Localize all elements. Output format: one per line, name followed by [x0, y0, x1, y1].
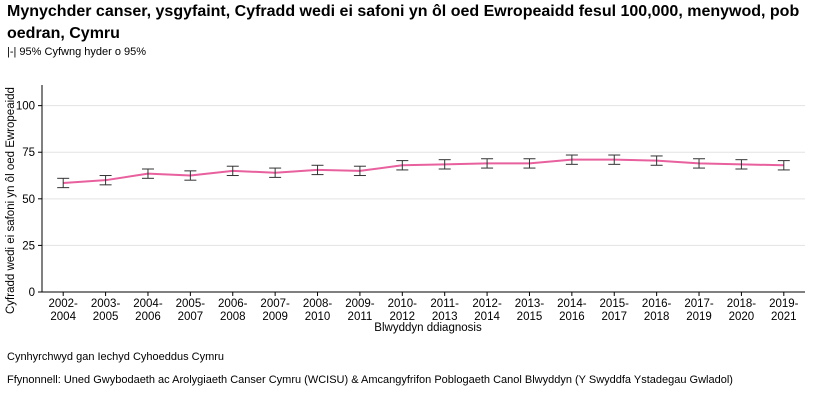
x-axis-label-container: Blwyddyn ddiagnosis — [0, 322, 828, 334]
x-tick-label: 2007- — [260, 298, 290, 310]
x-tick-label: 2014- — [557, 298, 587, 310]
x-tick-label: 2019 — [686, 311, 712, 323]
x-tick-label: 2004- — [133, 298, 163, 310]
x-tick-label: 2004 — [50, 311, 76, 323]
x-tick-label: 2018- — [727, 298, 757, 310]
x-tick-label: 2020 — [729, 311, 755, 323]
x-tick-label: 2015- — [600, 298, 630, 310]
y-tick-label: 0 — [29, 287, 35, 299]
x-tick-label: 2019- — [769, 298, 799, 310]
x-tick-label: 2013 — [432, 311, 458, 323]
x-tick-label: 2005- — [176, 298, 206, 310]
x-tick-label: 2018 — [644, 311, 670, 323]
chart-title: Mynychder canser, ysgyfaint, Cyfradd wed… — [7, 3, 800, 42]
x-tick-label: 2010 — [305, 311, 331, 323]
x-tick-label: 2005 — [93, 311, 119, 323]
x-tick-label: 2021 — [771, 311, 797, 323]
x-tick-label: 2002- — [48, 298, 78, 310]
x-tick-label: 2011- — [430, 298, 459, 310]
x-axis-label: Blwyddyn ddiagnosis — [374, 322, 482, 334]
producer-credit: Cynhyrchwyd gan Iechyd Cyhoeddus Cymru — [7, 351, 225, 363]
x-tick-label: 2017- — [684, 298, 714, 310]
data-source: Ffynonnell: Uned Gwybodaeth ac Arolygiae… — [7, 374, 733, 386]
x-tick-label: 2009- — [345, 298, 375, 310]
x-tick-label: 2015 — [517, 311, 543, 323]
y-tick-label: 25 — [22, 240, 35, 252]
x-tick-label: 2006 — [135, 311, 161, 323]
x-tick-label: 2012 — [390, 311, 416, 323]
x-tick-label: 2014 — [474, 311, 500, 323]
x-tick-label: 2016 — [559, 311, 585, 323]
x-tick-label: 2012- — [472, 298, 502, 310]
x-tick-label: 2003- — [91, 298, 121, 310]
x-tick-label: 2017 — [601, 311, 627, 323]
confidence-interval-note: |-| 95% Cyfwng hyder o 95% — [7, 46, 147, 58]
y-tick-label: 100 — [16, 101, 35, 113]
x-tick-label: 2010- — [388, 298, 418, 310]
x-tick-label: 2009 — [262, 311, 288, 323]
y-tick-label: 75 — [22, 147, 35, 159]
x-tick-label: 2008 — [220, 311, 246, 323]
y-tick-label: 50 — [22, 194, 35, 206]
x-tick-label: 2011 — [348, 311, 373, 323]
series-line — [63, 158, 784, 184]
x-tick-label: 2016- — [642, 298, 672, 310]
x-tick-label: 2006- — [218, 298, 248, 310]
x-tick-label: 2008- — [303, 298, 333, 310]
x-tick-label: 2007 — [178, 311, 204, 323]
x-tick-label: 2013- — [515, 298, 545, 310]
